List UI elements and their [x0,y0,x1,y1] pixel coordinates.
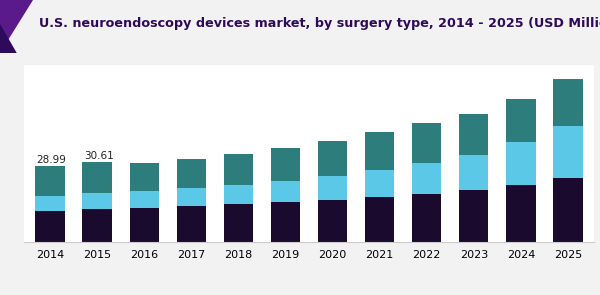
Polygon shape [0,0,33,53]
Bar [35,166,65,196]
Bar [271,148,300,181]
Bar [506,142,536,185]
Bar [459,155,488,190]
Bar [459,114,488,155]
Bar [82,209,112,242]
Bar [176,206,206,242]
Bar [318,176,347,200]
Bar [553,126,583,178]
Bar [365,170,394,197]
Bar [412,163,442,194]
Bar [459,190,488,242]
Bar [365,197,394,242]
Bar [130,208,159,242]
Bar [224,154,253,185]
Text: 28.99: 28.99 [37,155,67,165]
Bar [365,132,394,170]
Bar [176,188,206,206]
Bar [176,159,206,188]
Bar [553,178,583,242]
Bar [553,79,583,126]
Bar [271,202,300,242]
Bar [318,141,347,176]
Polygon shape [0,24,17,53]
Bar [82,162,112,193]
Bar [412,194,442,242]
Bar [318,200,347,242]
Text: U.S. neuroendoscopy devices market, by surgery type, 2014 - 2025 (USD Million): U.S. neuroendoscopy devices market, by s… [39,17,600,30]
Bar [271,181,300,202]
Bar [224,204,253,242]
Bar [412,124,442,163]
Bar [224,185,253,204]
Bar [506,185,536,242]
Bar [130,191,159,208]
Bar [35,196,65,211]
Bar [82,193,112,209]
Text: 30.61: 30.61 [84,151,113,161]
Bar [506,99,536,142]
Bar [35,211,65,242]
Bar [130,163,159,191]
